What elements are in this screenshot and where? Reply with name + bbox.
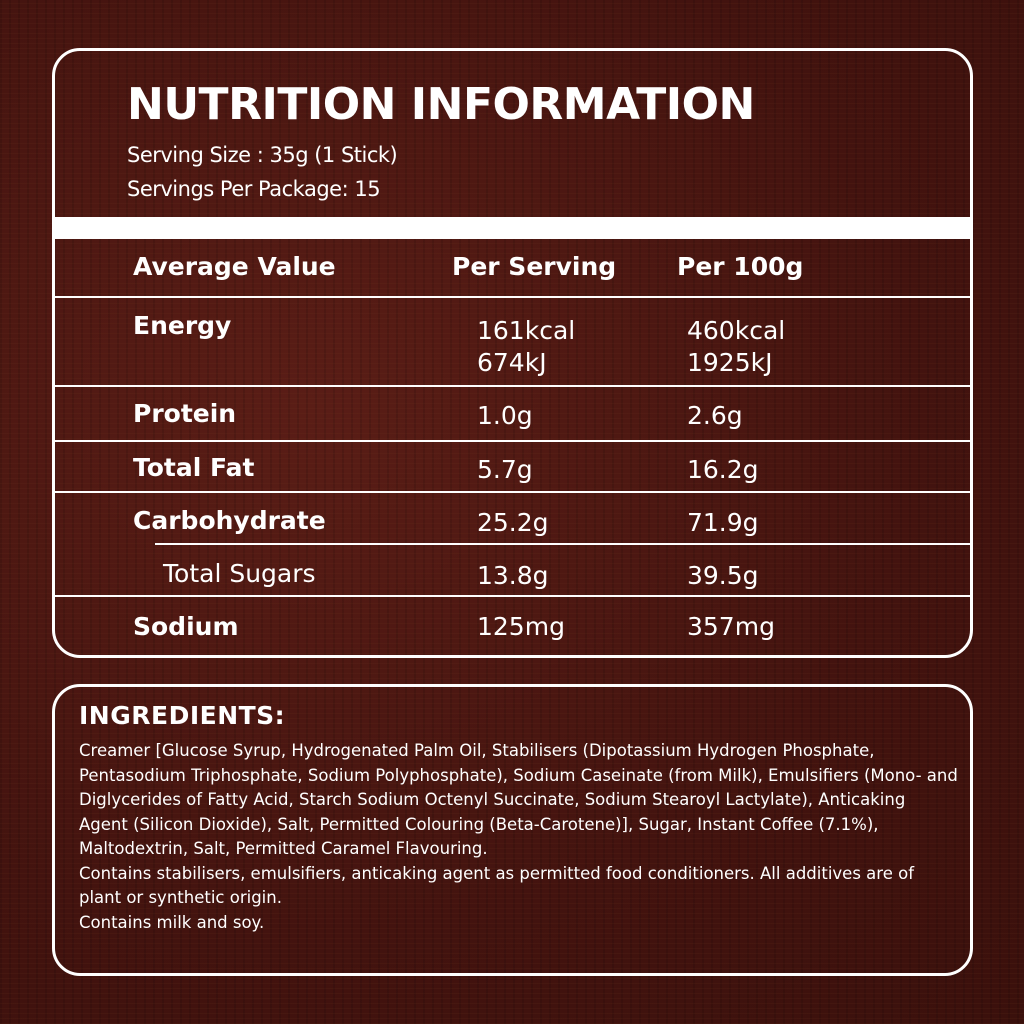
- ingredients-text: Creamer [Glucose Syrup, Hydrogenated Pal…: [79, 739, 959, 935]
- nutrient-name-sodium: Sodium: [133, 612, 239, 641]
- nutrition-title: NUTRITION INFORMATION: [127, 79, 755, 130]
- nutrient-name-carbohydrate: Carbohydrate: [133, 506, 326, 535]
- energy-per-serving-kj: 674kJ: [477, 348, 547, 377]
- nutrient-name-total-fat: Total Fat: [133, 453, 255, 482]
- row-divider-sub: [155, 543, 970, 545]
- protein-per-serving: 1.0g: [477, 401, 533, 430]
- total-fat-per-serving: 5.7g: [477, 455, 533, 484]
- row-divider: [55, 385, 970, 387]
- row-divider: [55, 491, 970, 493]
- carbohydrate-per-100g: 71.9g: [687, 508, 759, 537]
- protein-per-100g: 2.6g: [687, 401, 743, 430]
- row-divider: [55, 595, 970, 597]
- column-header-per-100g: Per 100g: [677, 252, 804, 281]
- energy-per-serving-kcal: 161kcal: [477, 316, 576, 345]
- servings-per-package: Servings Per Package: 15: [127, 177, 381, 201]
- carbohydrate-per-serving: 25.2g: [477, 508, 549, 537]
- sodium-per-100g: 357mg: [687, 612, 775, 641]
- row-divider: [55, 296, 970, 298]
- serving-size: Serving Size : 35g (1 Stick): [127, 143, 398, 167]
- nutrient-name-energy: Energy: [133, 311, 232, 340]
- food-conditioners-statement: Contains stabilisers, emulsifiers, antic…: [79, 863, 914, 908]
- energy-per-100g-kcal: 460kcal: [687, 316, 786, 345]
- nutrient-name-total-sugars: Total Sugars: [163, 559, 316, 588]
- nutrition-information-panel: NUTRITION INFORMATION Serving Size : 35g…: [52, 48, 973, 658]
- nutrient-name-protein: Protein: [133, 399, 237, 428]
- sodium-per-serving: 125mg: [477, 612, 565, 641]
- ingredients-title: INGREDIENTS:: [79, 701, 286, 730]
- ingredients-list: Creamer [Glucose Syrup, Hydrogenated Pal…: [79, 741, 958, 858]
- column-header-average-value: Average Value: [133, 252, 336, 281]
- total-sugars-per-serving: 13.8g: [477, 561, 549, 590]
- total-sugars-per-100g: 39.5g: [687, 561, 759, 590]
- row-divider: [55, 440, 970, 442]
- allergen-statement: Contains milk and soy.: [79, 912, 265, 932]
- energy-per-100g-kj: 1925kJ: [687, 348, 773, 377]
- header-divider-band: [55, 217, 970, 239]
- column-header-per-serving: Per Serving: [452, 252, 617, 281]
- total-fat-per-100g: 16.2g: [687, 455, 759, 484]
- ingredients-panel: INGREDIENTS: Creamer [Glucose Syrup, Hyd…: [52, 684, 973, 976]
